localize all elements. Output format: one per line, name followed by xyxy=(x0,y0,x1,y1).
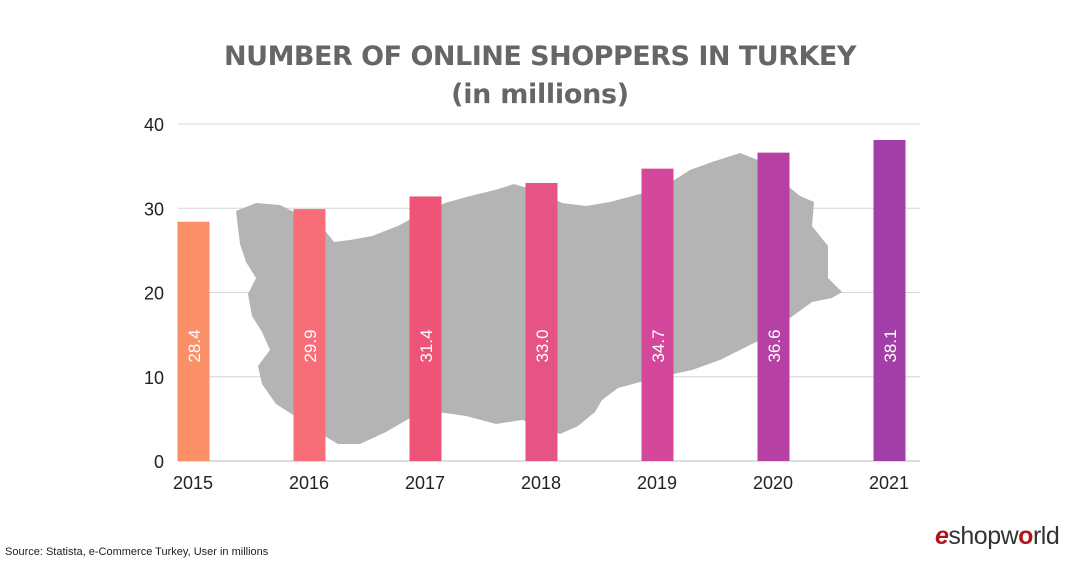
y-tick-label: 20 xyxy=(144,284,164,304)
x-tick-label-2017: 2017 xyxy=(405,473,445,493)
data-label-2017: 31.4 xyxy=(417,329,436,362)
bar-2017 xyxy=(409,196,442,461)
bar-2020 xyxy=(757,152,790,461)
bar-2019 xyxy=(641,168,674,461)
chart-title: NUMBER OF ONLINE SHOPPERS IN TURKEY xyxy=(224,41,856,72)
x-tick-label-2016: 2016 xyxy=(289,473,329,493)
bar-2018 xyxy=(525,182,558,461)
x-tick-label-2018: 2018 xyxy=(521,473,561,493)
data-label-2015: 28.4 xyxy=(185,329,204,362)
x-tick-label-2015: 2015 xyxy=(173,473,213,493)
bar-2021 xyxy=(873,140,906,461)
data-label-2021: 38.1 xyxy=(881,329,900,362)
bar-2016 xyxy=(293,209,326,461)
data-label-2019: 34.7 xyxy=(649,329,668,362)
data-label-2016: 29.9 xyxy=(301,329,320,362)
y-tick-label: 30 xyxy=(144,199,164,219)
y-tick-label: 10 xyxy=(144,368,164,388)
chart-subtitle: (in millions) xyxy=(451,79,629,110)
y-axis-ticks: 0 10 20 30 40 xyxy=(144,115,164,472)
data-label-2020: 36.6 xyxy=(765,329,784,362)
x-tick-label-2021: 2021 xyxy=(869,473,909,493)
y-tick-label: 0 xyxy=(154,452,164,472)
source-note: Source: Statista, e-Commerce Turkey, Use… xyxy=(5,546,269,558)
y-tick-label: 40 xyxy=(144,115,164,135)
bar-2015 xyxy=(177,221,210,461)
data-label-2018: 33.0 xyxy=(533,329,552,362)
x-tick-label-2019: 2019 xyxy=(637,473,677,493)
eshopworld-logo: eshopworld xyxy=(935,522,1060,550)
bars-group: 28.4 29.9 31.4 33.0 34.7 36.6 38.1 xyxy=(177,140,906,461)
x-axis-ticks: 2015 2016 2017 2018 2019 2020 2021 xyxy=(173,473,909,493)
x-tick-label-2020: 2020 xyxy=(753,473,793,493)
